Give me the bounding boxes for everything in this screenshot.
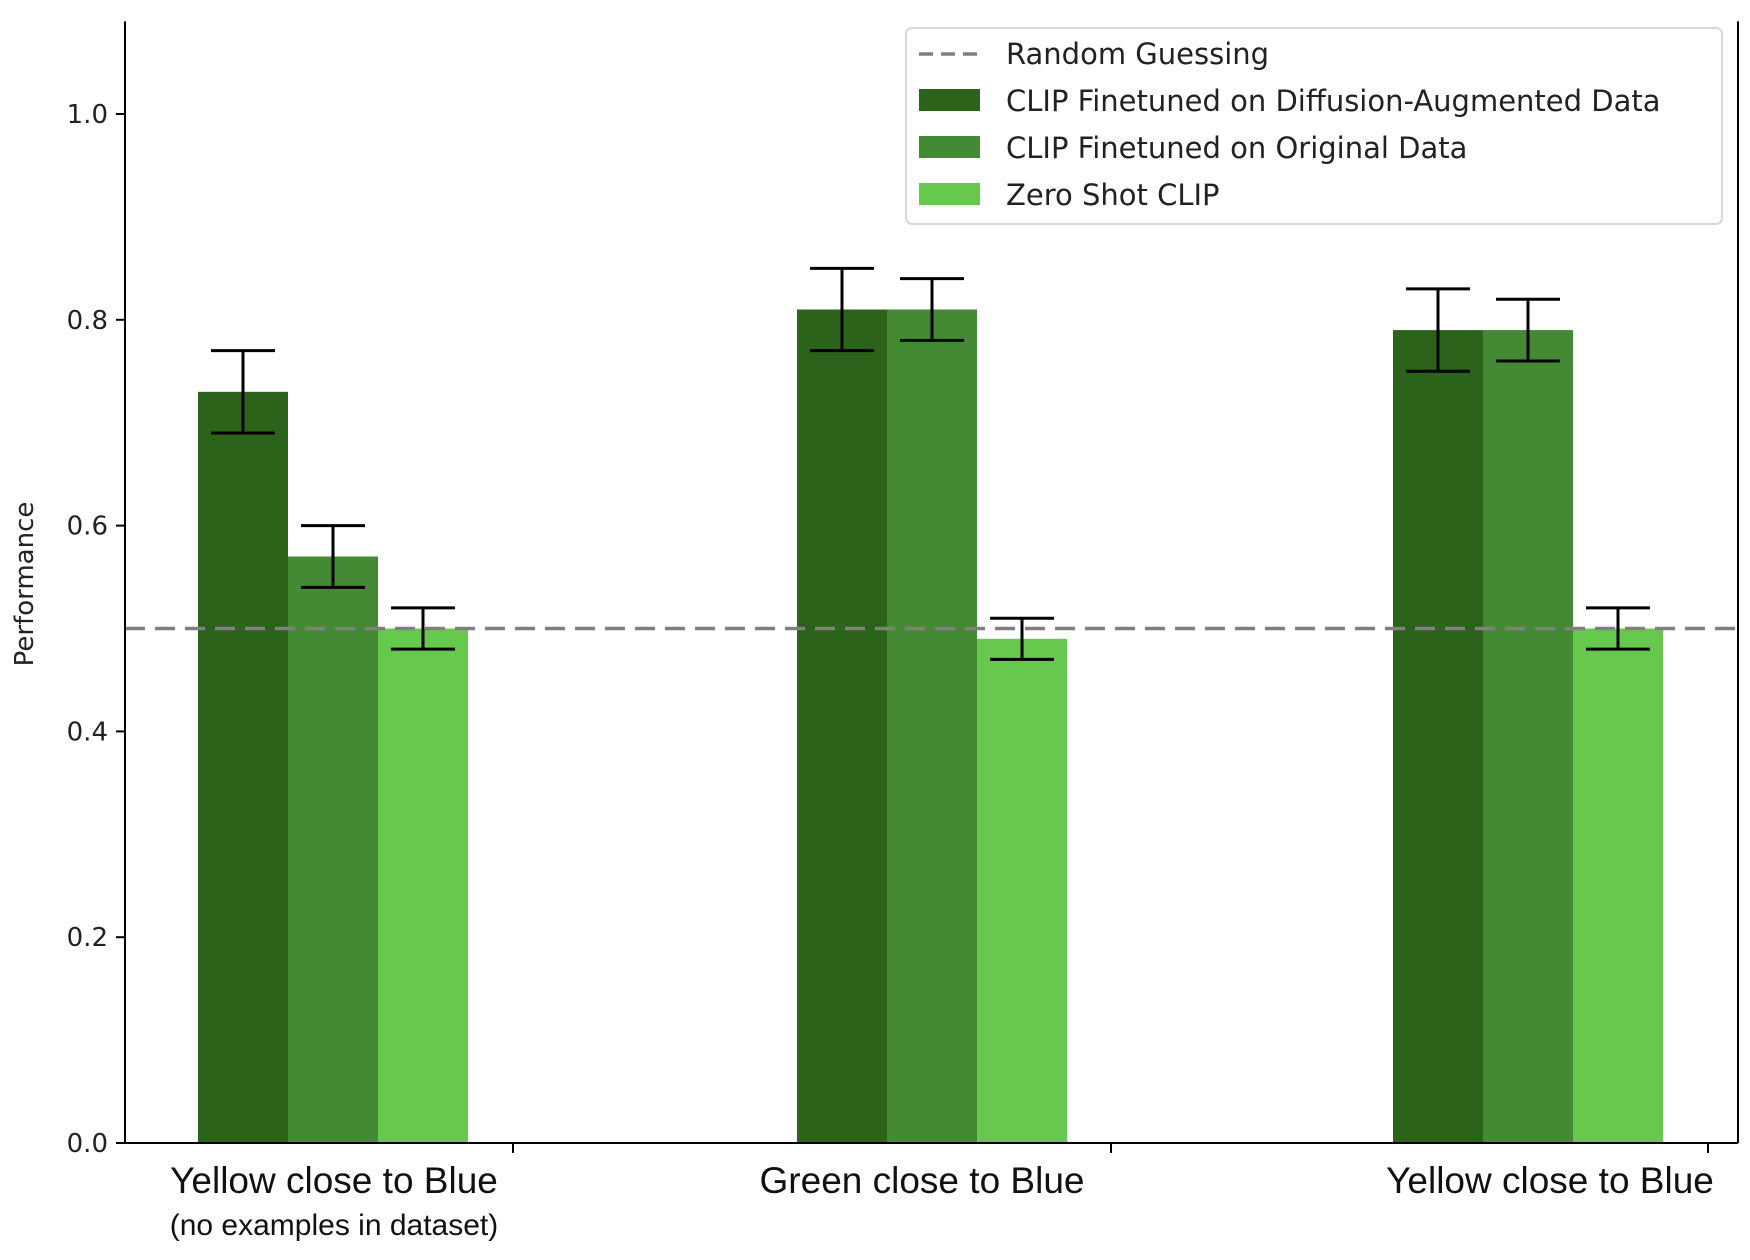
bar bbox=[1573, 628, 1663, 1143]
legend: Random Guessing CLIP Finetuned on Diffusi… bbox=[905, 27, 1723, 225]
legend-label: Zero Shot CLIP bbox=[1006, 178, 1220, 212]
y-tick-label: 0.8 bbox=[67, 306, 108, 336]
legend-label: Random Guessing bbox=[1006, 37, 1269, 71]
x-category-label: Green close to Blue bbox=[760, 1160, 1085, 1201]
x-ticks-layer: Yellow close to Blue (no examples in data… bbox=[170, 1143, 1714, 1242]
x-category-label: Yellow close to Blue bbox=[1386, 1160, 1714, 1201]
y-tick-label: 0.6 bbox=[67, 512, 108, 542]
bar bbox=[198, 391, 288, 1144]
bars-layer bbox=[198, 309, 1663, 1144]
y-axis-label: Performance bbox=[10, 502, 40, 667]
legend-swatch bbox=[919, 183, 980, 205]
bar bbox=[1393, 330, 1483, 1144]
error-bars-layer bbox=[211, 266, 1650, 661]
bar bbox=[288, 556, 378, 1143]
legend-label: CLIP Finetuned on Original Data bbox=[1006, 131, 1467, 165]
bar bbox=[797, 309, 887, 1143]
axes-layer bbox=[124, 21, 1739, 1144]
x-category-label: Yellow close to Blue bbox=[170, 1160, 498, 1201]
y-ticks-layer: 0.0 0.2 0.4 0.6 0.8 1.0 bbox=[67, 100, 125, 1159]
bar bbox=[977, 638, 1067, 1143]
legend-label: CLIP Finetuned on Diffusion-Augmented Da… bbox=[1006, 84, 1661, 118]
bar bbox=[1483, 330, 1573, 1144]
legend-box bbox=[905, 27, 1723, 225]
bar bbox=[887, 309, 977, 1143]
y-tick-label: 1.0 bbox=[67, 100, 108, 130]
x-category-sublabel: (no examples in dataset) bbox=[170, 1209, 499, 1242]
legend-swatch bbox=[919, 89, 980, 111]
legend-swatch bbox=[919, 136, 980, 158]
bar bbox=[378, 628, 468, 1143]
y-tick-label: 0.0 bbox=[67, 1129, 108, 1159]
y-tick-label: 0.2 bbox=[67, 923, 108, 953]
y-tick-label: 0.4 bbox=[67, 717, 108, 747]
